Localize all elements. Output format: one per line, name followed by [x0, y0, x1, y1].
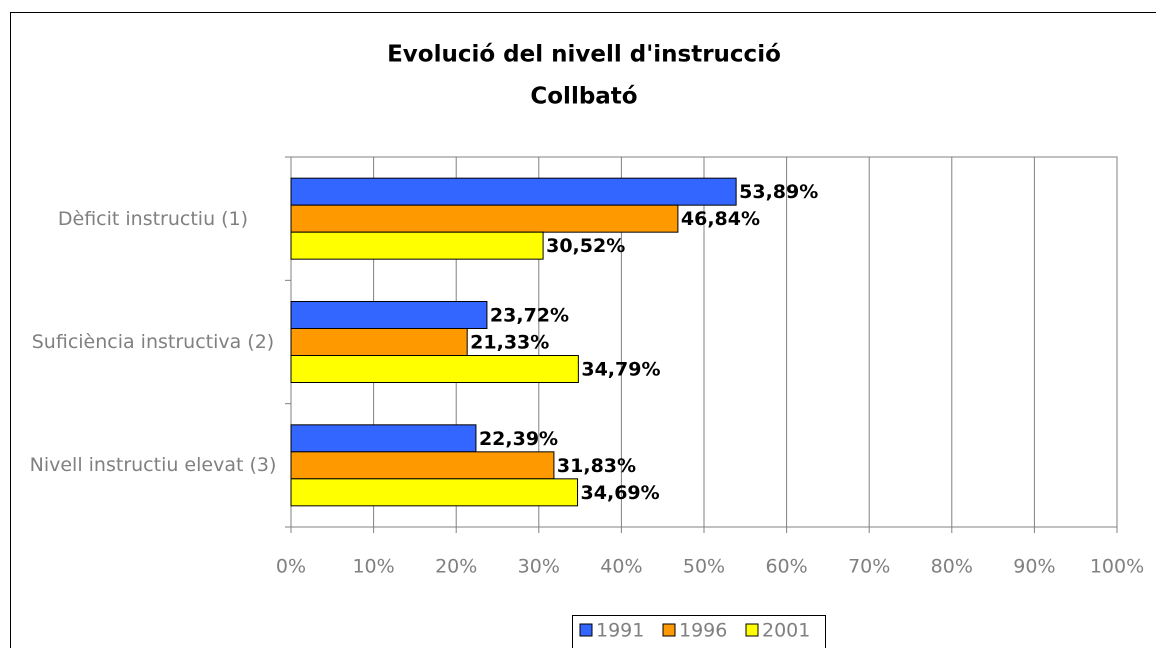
chart-title: Evolució del nivell d'instrucció	[387, 42, 781, 68]
value-label: 34,79%	[581, 359, 660, 381]
x-tick-label: 20%	[435, 556, 477, 578]
value-label: 22,39%	[479, 428, 558, 450]
x-tick-label: 100%	[1090, 556, 1144, 578]
bar	[290, 231, 544, 260]
y-tick-label: Suficiència instructiva (2)	[31, 331, 275, 353]
bar	[290, 301, 488, 329]
bar	[290, 177, 737, 206]
value-label: 23,72%	[490, 305, 569, 327]
x-tick-label: 0%	[276, 556, 306, 578]
value-label: 34,69%	[581, 482, 660, 504]
x-tick-label: 70%	[848, 556, 890, 578]
bar	[290, 204, 679, 233]
bar	[290, 424, 477, 453]
x-tick-label: 80%	[931, 556, 973, 578]
x-tick-label: 60%	[765, 556, 807, 578]
bar	[290, 451, 555, 480]
y-tick-label: Nivell instructiu elevat (3)	[29, 454, 277, 477]
bar	[290, 328, 468, 356]
legend-swatch	[579, 623, 593, 637]
value-label: 46,84%	[681, 208, 760, 230]
legend-label: 1991	[596, 620, 644, 642]
legend-label: 1996	[679, 620, 727, 642]
chart-subtitle: Collbató	[530, 84, 637, 110]
bar	[290, 478, 579, 507]
legend-box	[572, 615, 826, 648]
value-label: 53,89%	[739, 181, 818, 203]
x-tick-label: 10%	[352, 556, 394, 578]
x-tick-label: 50%	[683, 556, 725, 578]
x-tick-label: 40%	[600, 556, 642, 578]
value-label: 31,83%	[557, 455, 636, 477]
legend-label: 2001	[762, 620, 810, 642]
bar	[290, 355, 579, 383]
x-tick-label: 30%	[518, 556, 560, 578]
value-label: 30,52%	[546, 235, 625, 257]
value-label: 21,33%	[470, 332, 549, 354]
legend-swatch	[745, 623, 759, 637]
x-tick-label: 90%	[1013, 556, 1055, 578]
legend-swatch	[662, 623, 676, 637]
y-tick-label: Dèficit instructiu (1)	[57, 207, 249, 230]
